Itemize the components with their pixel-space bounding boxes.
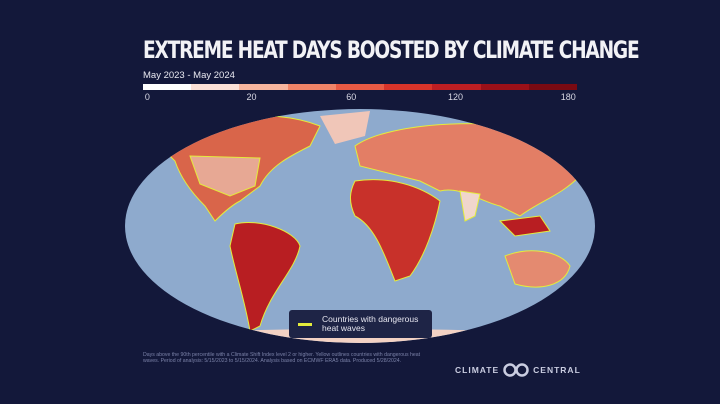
tick-label: 60	[346, 92, 357, 102]
color-scale-ticks: 0 20 60 120 180	[143, 92, 577, 104]
color-scale-step	[239, 84, 288, 90]
color-scale-bar	[143, 84, 577, 90]
footnote: Days above the 90th percentile with a Cl…	[143, 352, 421, 365]
logo-text-right: CENTRAL	[533, 365, 581, 375]
greenland	[320, 111, 370, 144]
world-map	[125, 109, 595, 343]
australia	[504, 250, 571, 288]
south-america	[229, 222, 301, 332]
india	[459, 190, 481, 222]
map-title: EXTREME HEAT DAYS BOOSTED BY CLIMATE CHA…	[143, 36, 640, 64]
color-scale-step	[143, 84, 192, 90]
tick-label: 20	[246, 92, 257, 102]
color-scale-step	[432, 84, 481, 90]
color-scale-step	[384, 84, 433, 90]
color-scale-step	[528, 84, 577, 90]
color-scale-step	[335, 84, 385, 90]
tick-label: 0	[144, 92, 150, 102]
usa	[189, 155, 261, 197]
map-subtitle: May 2023 - May 2024	[143, 70, 235, 81]
logo-icon	[503, 363, 529, 377]
color-scale-step	[480, 84, 529, 90]
color-scale-step	[287, 84, 336, 90]
logo-text-left: CLIMATE	[455, 365, 500, 375]
color-scale-step	[191, 84, 240, 90]
climate-central-logo: CLIMATE CENTRAL	[455, 363, 581, 377]
yellow-outline-swatch	[298, 322, 312, 326]
africa	[350, 179, 441, 282]
se-asia	[498, 215, 551, 237]
map-legend: Countries with dangerous heat waves	[289, 310, 432, 338]
europe-asia	[354, 123, 581, 217]
tick-label: 120	[447, 92, 463, 102]
tick-label: 180	[560, 92, 576, 102]
legend-label: Countries with dangerous heat waves	[322, 314, 419, 333]
